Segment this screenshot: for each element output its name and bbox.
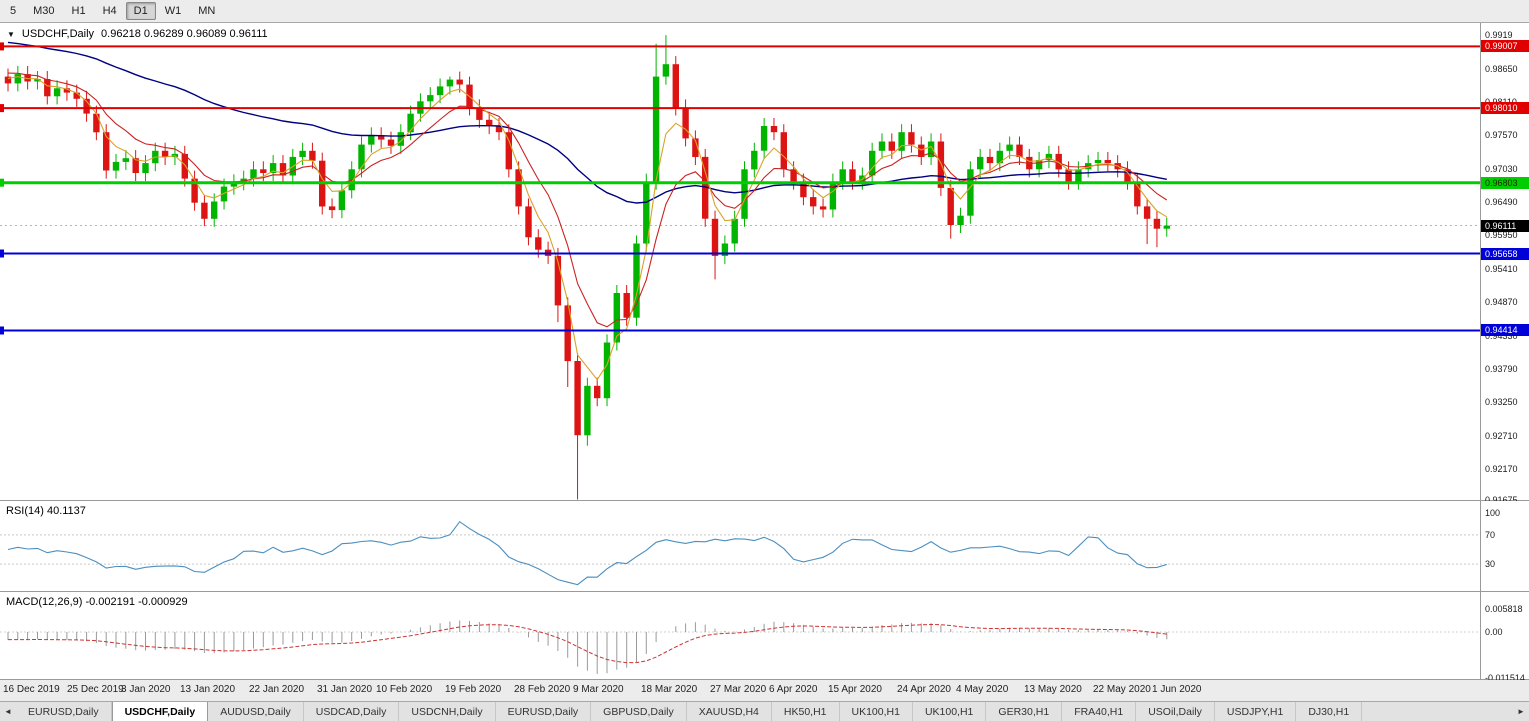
- macd-axis-label: -0.011514: [1485, 673, 1525, 683]
- chart-tab-audusd[interactable]: AUDUSD,Daily: [208, 702, 304, 721]
- chart-tabs: ◄ EURUSD,Daily USDCHF,Daily AUDUSD,Daily USD…: [0, 701, 1529, 721]
- price-axis-label: 0.92710: [1485, 431, 1518, 441]
- chart-tab-usdcad[interactable]: USDCAD,Daily: [304, 702, 400, 721]
- price-axis-label: 0.97030: [1485, 164, 1518, 174]
- price-line-tag: 0.95658: [1481, 248, 1529, 260]
- chart-tab-xauusd[interactable]: XAUUSD,H4: [687, 702, 772, 721]
- price-line-tag: 0.99007: [1481, 40, 1529, 52]
- price-axis-label: 0.93790: [1485, 364, 1518, 374]
- timeframe-button-W1[interactable]: W1: [164, 5, 182, 17]
- price-axis-label: 0.93250: [1485, 397, 1518, 407]
- chart-tab-usdjpy[interactable]: USDJPY,H1: [1215, 702, 1297, 721]
- chart-tab-usoil[interactable]: USOil,Daily: [1136, 702, 1215, 721]
- chart-tab-eurusd[interactable]: EURUSD,Daily: [496, 702, 592, 721]
- date-label: 13 May 2020: [1024, 684, 1082, 695]
- date-axis[interactable]: 16 Dec 2019 25 Dec 2019 3 Jan 2020 13 Jan 2…: [0, 680, 1529, 701]
- price-axis-label: 0.95410: [1485, 264, 1518, 274]
- macd-axis[interactable]: 0.005818 0.00 -0.011514: [1480, 592, 1529, 683]
- chart-tab-fra40[interactable]: FRA40,H1: [1062, 702, 1137, 721]
- timeframe-button-MN[interactable]: MN: [198, 5, 216, 17]
- timeframe-toolbar: 5 M30 H1 H4 D1 W1 MN: [0, 0, 1529, 23]
- rsi-label: RSI(14) 40.1137: [6, 505, 86, 517]
- macd-panel[interactable]: MACD(12,26,9) -0.002191 -0.000929 0.0058…: [0, 592, 1529, 683]
- price-axis-label: 0.91675: [1485, 495, 1518, 505]
- macd-axis-label: 0.00: [1485, 627, 1503, 637]
- rsi-axis[interactable]: 100 70 30: [1480, 501, 1529, 591]
- rsi-axis-label: 100: [1485, 508, 1501, 518]
- chart-tab-gbpusd[interactable]: GBPUSD,Daily: [591, 702, 687, 721]
- price-axis-label: 0.95950: [1485, 230, 1518, 240]
- price-line-tag: 0.94414: [1481, 324, 1529, 336]
- price-axis-label: 0.9919: [1485, 30, 1513, 40]
- rsi-chart[interactable]: [0, 501, 1480, 592]
- tab-scroll-right-button[interactable]: ►: [1517, 707, 1525, 716]
- date-label: 1 Jun 2020: [1152, 684, 1202, 695]
- date-label: 9 Mar 2020: [573, 684, 624, 695]
- chart-tab-uk100[interactable]: UK100,H1: [840, 702, 913, 721]
- date-label: 4 May 2020: [956, 684, 1009, 695]
- rsi-panel[interactable]: RSI(14) 40.1137 100 70 30: [0, 501, 1529, 592]
- chart-tab-usdchf[interactable]: USDCHF,Daily: [111, 702, 209, 721]
- date-label: 10 Feb 2020: [376, 684, 433, 695]
- timeframe-button-5[interactable]: 5: [10, 5, 17, 17]
- timeframe-button-H4[interactable]: H4: [102, 5, 117, 17]
- price-axis[interactable]: 0.99190.986500.981100.975700.970300.9649…: [1480, 23, 1529, 505]
- date-label: 22 May 2020: [1093, 684, 1151, 695]
- date-label: 22 Jan 2020: [249, 684, 305, 695]
- price-axis-label: 0.97570: [1485, 130, 1518, 140]
- price-axis-label: 0.94870: [1485, 297, 1518, 307]
- timeframe-button-H1[interactable]: H1: [71, 5, 86, 17]
- macd-axis-label: 0.005818: [1485, 604, 1523, 614]
- timeframe-button-D1[interactable]: D1: [125, 2, 156, 20]
- price-axis-label: 0.98650: [1485, 64, 1518, 74]
- date-label: 15 Apr 2020: [828, 684, 882, 695]
- date-label: 19 Feb 2020: [445, 684, 502, 695]
- price-axis-label: 0.94330: [1485, 331, 1518, 341]
- chart-ohlc-values: 0.96218 0.96289 0.96089 0.96111: [101, 28, 268, 40]
- chart-tab-uk100[interactable]: UK100,H1: [913, 702, 987, 721]
- chart-tab-eurusd[interactable]: EURUSD,Daily: [16, 702, 112, 721]
- date-label: 6 Apr 2020: [769, 684, 818, 695]
- current-price-tag: 0.96111: [1481, 220, 1529, 232]
- chevron-down-icon[interactable]: ▼: [7, 29, 15, 39]
- chart-tab-dj30[interactable]: DJ30,H1: [1296, 702, 1363, 721]
- macd-chart[interactable]: [0, 592, 1480, 680]
- date-label: 24 Apr 2020: [897, 684, 951, 695]
- price-axis-label: 0.96490: [1485, 197, 1518, 207]
- chart-tab-ger30[interactable]: GER30,H1: [986, 702, 1063, 721]
- chart-tab-usdcnh[interactable]: USDCNH,Daily: [399, 702, 496, 721]
- price-line-tag: 0.96803: [1481, 177, 1529, 189]
- chart-tab-hk50[interactable]: HK50,H1: [772, 702, 840, 721]
- rsi-axis-label: 30: [1485, 559, 1496, 569]
- timeframe-button-M30[interactable]: M30: [33, 5, 55, 17]
- date-label: 28 Feb 2020: [514, 684, 571, 695]
- date-label: 27 Mar 2020: [710, 684, 767, 695]
- rsi-axis-label: 70: [1485, 530, 1496, 540]
- price-axis-label: 0.92170: [1485, 464, 1518, 474]
- date-label: 25 Dec 2019: [67, 684, 124, 695]
- price-line-tag: 0.98010: [1481, 102, 1529, 114]
- date-label: 18 Mar 2020: [641, 684, 698, 695]
- date-label: 16 Dec 2019: [3, 684, 60, 695]
- chart-title: ▼ USDCHF,Daily 0.96218 0.96289 0.96089 0…: [7, 28, 268, 40]
- macd-label: MACD(12,26,9) -0.002191 -0.000929: [6, 596, 188, 608]
- date-label: 31 Jan 2020: [317, 684, 373, 695]
- tab-scroll-left-button[interactable]: ◄: [4, 707, 12, 716]
- price-chart-panel[interactable]: ▼ USDCHF,Daily 0.96218 0.96289 0.96089 0…: [0, 23, 1529, 505]
- date-label: 13 Jan 2020: [180, 684, 236, 695]
- date-label: 3 Jan 2020: [121, 684, 171, 695]
- chart-symbol-label: USDCHF,Daily: [21, 28, 95, 40]
- candlestick-chart[interactable]: [0, 23, 1480, 501]
